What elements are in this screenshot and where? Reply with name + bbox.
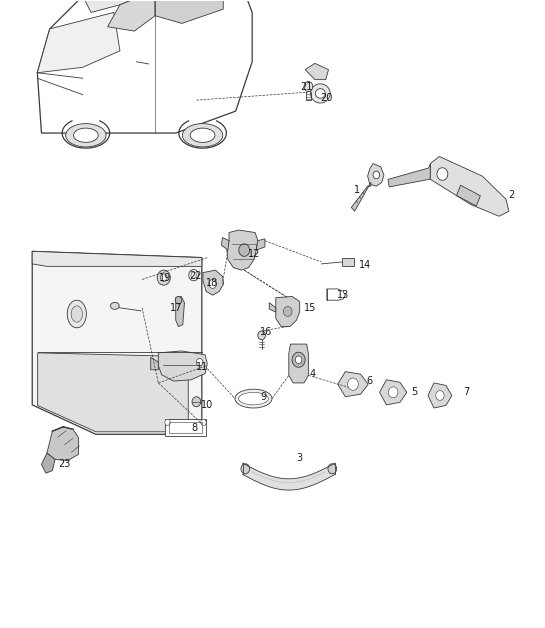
Polygon shape xyxy=(175,296,181,304)
Text: 2: 2 xyxy=(508,190,515,200)
Polygon shape xyxy=(311,84,330,103)
Polygon shape xyxy=(227,230,258,270)
Polygon shape xyxy=(38,0,252,133)
Polygon shape xyxy=(41,453,55,473)
Polygon shape xyxy=(368,164,384,186)
Polygon shape xyxy=(183,124,223,147)
Text: 6: 6 xyxy=(366,376,372,386)
Text: 18: 18 xyxy=(205,278,218,288)
Polygon shape xyxy=(165,420,170,426)
Polygon shape xyxy=(428,383,452,408)
Polygon shape xyxy=(209,279,216,288)
Text: 12: 12 xyxy=(249,249,261,259)
Polygon shape xyxy=(83,0,155,13)
Polygon shape xyxy=(304,82,313,92)
Text: 15: 15 xyxy=(304,303,317,313)
Polygon shape xyxy=(430,156,509,216)
Polygon shape xyxy=(295,356,302,364)
Polygon shape xyxy=(192,397,201,407)
Polygon shape xyxy=(159,351,207,381)
Text: 19: 19 xyxy=(159,273,172,283)
Polygon shape xyxy=(348,378,358,391)
Polygon shape xyxy=(190,128,215,143)
Polygon shape xyxy=(305,63,329,80)
Polygon shape xyxy=(66,124,106,147)
Text: 11: 11 xyxy=(196,362,208,372)
Text: 21: 21 xyxy=(300,82,313,92)
Polygon shape xyxy=(203,270,223,295)
Polygon shape xyxy=(256,239,265,250)
Text: 9: 9 xyxy=(260,392,267,402)
Polygon shape xyxy=(389,387,398,398)
Polygon shape xyxy=(269,303,276,312)
Text: 10: 10 xyxy=(201,400,214,410)
Text: 22: 22 xyxy=(189,271,202,281)
Text: 3: 3 xyxy=(296,453,302,463)
Polygon shape xyxy=(258,331,265,340)
Polygon shape xyxy=(74,128,98,143)
Polygon shape xyxy=(283,306,292,317)
Polygon shape xyxy=(241,463,250,474)
Polygon shape xyxy=(342,257,354,266)
Polygon shape xyxy=(457,185,480,206)
Polygon shape xyxy=(289,344,308,383)
Polygon shape xyxy=(201,420,206,426)
Text: 20: 20 xyxy=(320,93,333,103)
Polygon shape xyxy=(71,306,82,322)
Polygon shape xyxy=(239,244,250,256)
Polygon shape xyxy=(38,353,188,432)
Polygon shape xyxy=(67,300,86,328)
Polygon shape xyxy=(32,251,202,266)
Polygon shape xyxy=(373,171,379,178)
Polygon shape xyxy=(338,372,368,397)
Text: 8: 8 xyxy=(191,423,197,433)
Ellipse shape xyxy=(235,389,272,408)
Polygon shape xyxy=(38,13,120,73)
Polygon shape xyxy=(276,296,300,327)
Polygon shape xyxy=(151,357,159,370)
Polygon shape xyxy=(165,419,206,436)
Polygon shape xyxy=(388,163,431,187)
Text: 7: 7 xyxy=(463,387,470,398)
Polygon shape xyxy=(158,270,170,285)
Text: 17: 17 xyxy=(170,303,183,313)
Polygon shape xyxy=(436,391,444,400)
Polygon shape xyxy=(379,380,407,405)
Text: 5: 5 xyxy=(411,387,417,398)
Text: 1: 1 xyxy=(354,185,360,195)
Polygon shape xyxy=(111,302,119,310)
Ellipse shape xyxy=(239,392,269,405)
Polygon shape xyxy=(161,274,167,281)
Polygon shape xyxy=(437,168,448,180)
Polygon shape xyxy=(196,359,203,366)
Polygon shape xyxy=(328,463,337,474)
Polygon shape xyxy=(155,0,223,23)
Polygon shape xyxy=(292,352,305,367)
Text: 14: 14 xyxy=(359,260,371,270)
Text: 4: 4 xyxy=(309,369,315,379)
Polygon shape xyxy=(32,251,202,435)
Text: 23: 23 xyxy=(59,460,71,469)
Polygon shape xyxy=(175,296,184,327)
Polygon shape xyxy=(352,182,371,211)
Text: 16: 16 xyxy=(260,327,272,337)
Text: 13: 13 xyxy=(337,290,349,300)
Polygon shape xyxy=(221,237,229,250)
Polygon shape xyxy=(316,89,325,98)
Polygon shape xyxy=(107,0,155,31)
Polygon shape xyxy=(47,427,78,460)
